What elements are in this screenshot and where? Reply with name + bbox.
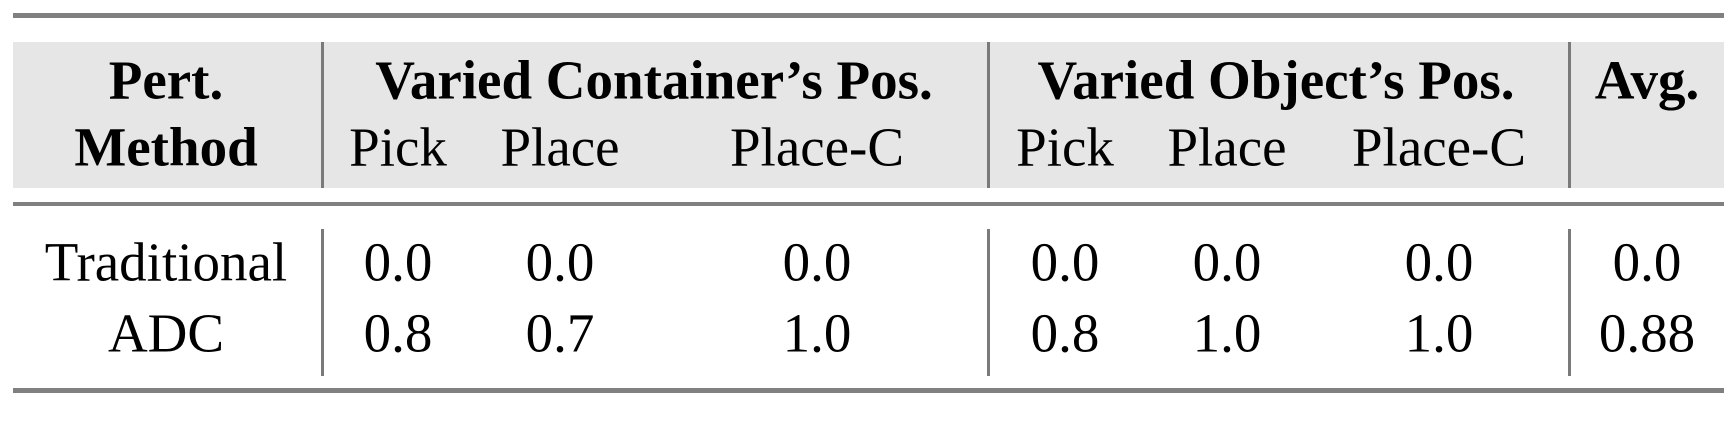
divider-avg-body (1568, 229, 1571, 376)
cell-value: 0.0 (782, 231, 852, 293)
subheader-object-place: Place (1167, 116, 1287, 178)
header-avg: Avg. (1594, 49, 1700, 111)
header-varied-object: Varied Object’s Pos. (1037, 49, 1515, 111)
subheader-container-place-c: Place-C (729, 116, 905, 178)
divider-avg-header (1568, 42, 1571, 188)
header-pert: Pert. (108, 49, 224, 111)
cell-value: 1.0 (782, 302, 852, 364)
cell-value: 0.7 (525, 302, 595, 364)
divider-method-body (321, 229, 324, 376)
cell-value: 0.0 (1030, 231, 1100, 293)
cell-value: 0.0 (363, 231, 433, 293)
header-background (13, 42, 1724, 188)
mid-rule (13, 202, 1724, 206)
bottom-rule (13, 388, 1724, 393)
cell-value: 1.0 (1192, 302, 1262, 364)
cell-value: 1.0 (1404, 302, 1474, 364)
header-method: Method (74, 116, 258, 178)
cell-value: 0.8 (363, 302, 433, 364)
row-method: Traditional (44, 231, 288, 293)
cell-avg: 0.0 (1612, 231, 1682, 293)
cell-value: 0.0 (1404, 231, 1474, 293)
divider-groups-header (987, 42, 990, 188)
cell-value: 0.0 (525, 231, 595, 293)
subheader-container-place: Place (500, 116, 620, 178)
header-varied-container: Varied Container’s Pos. (375, 49, 933, 111)
top-rule (13, 13, 1724, 18)
row-method: ADC (107, 302, 225, 364)
cell-value: 0.8 (1030, 302, 1100, 364)
cell-value: 0.0 (1192, 231, 1262, 293)
cell-avg: 0.88 (1598, 302, 1696, 364)
subheader-container-pick: Pick (349, 116, 447, 178)
subheader-object-pick: Pick (1016, 116, 1114, 178)
divider-method-header (321, 42, 324, 188)
subheader-object-place-c: Place-C (1351, 116, 1527, 178)
divider-groups-body (987, 229, 990, 376)
